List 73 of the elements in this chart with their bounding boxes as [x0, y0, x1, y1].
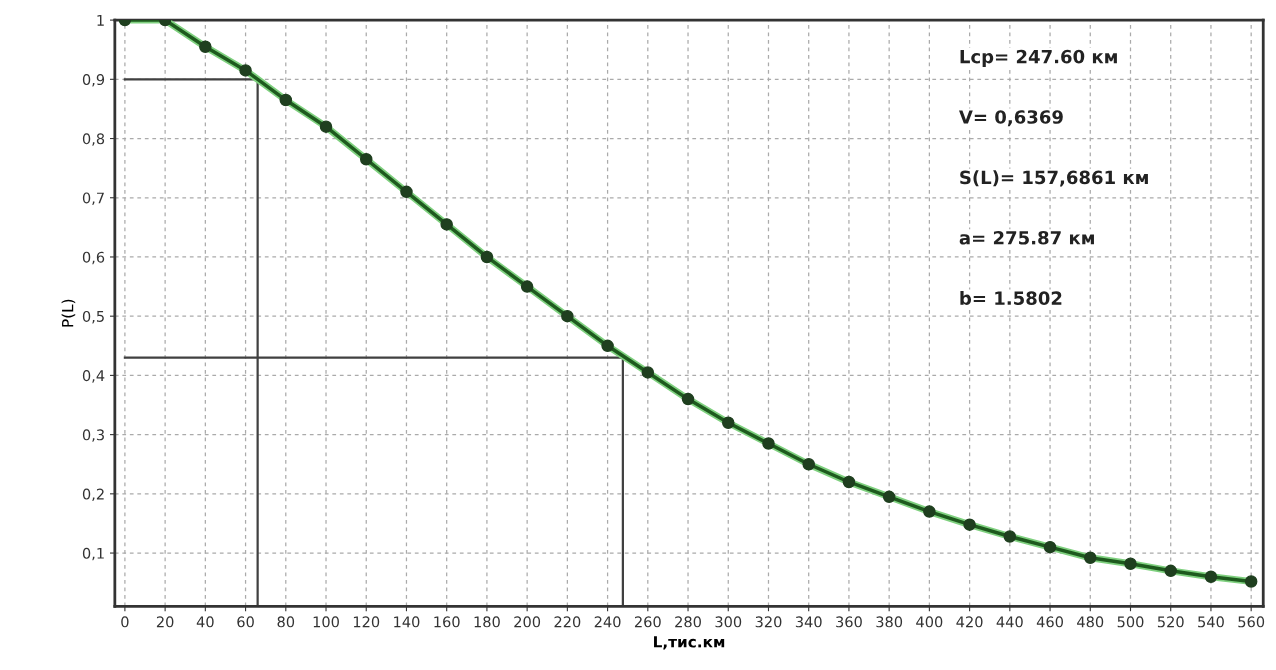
x-tick-label: 240: [594, 616, 621, 628]
point: [963, 518, 976, 531]
x-tick-label: 100: [313, 616, 339, 628]
point: [681, 392, 695, 406]
y-tick-label: 0,8: [82, 133, 105, 146]
x-tick-label: 560: [1238, 616, 1265, 628]
x-tick-label: 180: [474, 616, 500, 628]
annotation: S(L)= 157,6861 км: [960, 170, 1148, 187]
y-tick-label: 0,6: [82, 251, 105, 265]
y-tick-label: 0,1: [82, 547, 104, 561]
point: [359, 153, 373, 166]
y-tick-label: 0,5: [82, 310, 104, 324]
x-tick-label: 520: [1157, 616, 1184, 628]
y-tick-label: 0,7: [82, 192, 104, 205]
x-tick-label: 80: [277, 616, 295, 628]
point: [440, 218, 453, 231]
x-tick-label: 280: [675, 616, 701, 628]
x-tick-label: 540: [1198, 616, 1224, 628]
point: [722, 416, 735, 430]
point: [923, 505, 936, 518]
y-tick-label: 0,3: [82, 429, 104, 442]
y-tick-label: 0,2: [82, 488, 104, 502]
y-axis-title: P(L): [61, 299, 76, 327]
point: [239, 64, 252, 77]
point: [1164, 564, 1177, 578]
point: [400, 185, 413, 199]
point: [561, 309, 574, 323]
x-tick-label: 140: [394, 616, 420, 628]
x-tick-label: 260: [634, 616, 661, 628]
point: [1204, 570, 1218, 583]
x-tick-label: 340: [795, 616, 822, 628]
x-tick-label: 200: [514, 616, 541, 628]
x-tick-label: 480: [1077, 616, 1104, 628]
x-tick-label: 440: [996, 616, 1023, 628]
point: [319, 120, 333, 133]
x-tick-label: 0: [121, 616, 129, 628]
point: [520, 280, 534, 293]
annotation: b= 1.5802: [960, 291, 1062, 305]
x-tick-label: 300: [715, 616, 742, 628]
x-tick-label: 320: [755, 616, 782, 628]
point: [1124, 557, 1137, 570]
x-tick-label: 120: [353, 616, 380, 628]
x-tick-label: 400: [916, 616, 943, 628]
x-axis-title: L,тис.км: [654, 636, 725, 650]
point: [601, 339, 614, 353]
x-tick-label: 460: [1036, 616, 1063, 628]
x-tick-label: 40: [196, 616, 214, 628]
x-tick-label: 60: [237, 616, 254, 628]
point: [842, 475, 856, 489]
point: [279, 93, 293, 107]
annotation: Lcp= 247.60 км: [960, 49, 1117, 67]
x-tick-label: 500: [1117, 616, 1144, 628]
annotation: a= 275.87 км: [959, 230, 1094, 245]
point: [882, 490, 896, 504]
annotation: V= 0,6369: [959, 110, 1063, 127]
point: [762, 437, 775, 450]
point: [480, 250, 494, 264]
x-tick-label: 420: [956, 616, 983, 628]
x-tick-label: 20: [156, 616, 174, 628]
x-tick-label: 360: [836, 616, 862, 628]
x-tick-label: 220: [554, 616, 581, 628]
point: [199, 40, 212, 53]
y-tick-label: 0,4: [82, 370, 105, 383]
x-tick-label: 380: [876, 616, 903, 628]
point: [1003, 530, 1017, 543]
point: [641, 366, 655, 379]
point: [802, 457, 815, 471]
y-tick-label: 1: [97, 15, 104, 26]
x-tick-label: 160: [434, 616, 460, 628]
y-tick-label: 0,9: [82, 74, 105, 87]
point: [1084, 551, 1097, 565]
point: [1244, 575, 1258, 588]
point: [1043, 540, 1057, 554]
